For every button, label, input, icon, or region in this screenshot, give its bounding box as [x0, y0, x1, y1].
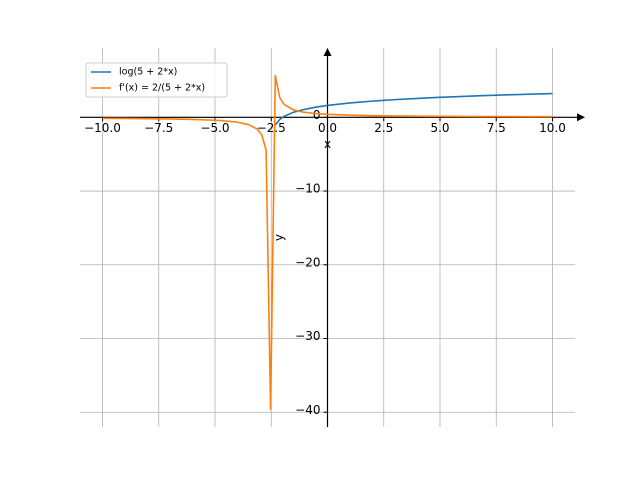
x-axis-arrow [577, 113, 585, 122]
x-tick-label: 2.5 [374, 121, 393, 135]
y-tick-label: −10 [295, 182, 320, 196]
legend-box [85, 62, 228, 98]
x-tick-label: −2.5 [257, 121, 286, 135]
y-tick-label: −30 [295, 329, 320, 343]
legend-label: log(5 + 2*x) [119, 67, 177, 78]
x-tick-label: 5.0 [430, 121, 449, 135]
x-tick-label: −5.0 [200, 121, 229, 135]
y-tick-label: −20 [295, 255, 320, 269]
y-axis-arrow [323, 48, 332, 56]
x-tick-label: −10.0 [84, 121, 121, 135]
legend-label: f'(x) = 2/(5 + 2*x) [119, 83, 205, 94]
x-axis-label: x [324, 137, 331, 151]
series-line [274, 92, 553, 126]
x-tick-label: −7.5 [144, 121, 173, 135]
x-tick-label: 0.0 [318, 121, 337, 135]
x-tick-label: 10.0 [539, 121, 566, 135]
series-line [102, 74, 553, 411]
y-tick-label: −40 [295, 403, 320, 417]
x-tick-label: 7.5 [487, 121, 506, 135]
y-tick-label: 0 [313, 108, 321, 122]
y-axis-label: y [272, 234, 286, 241]
